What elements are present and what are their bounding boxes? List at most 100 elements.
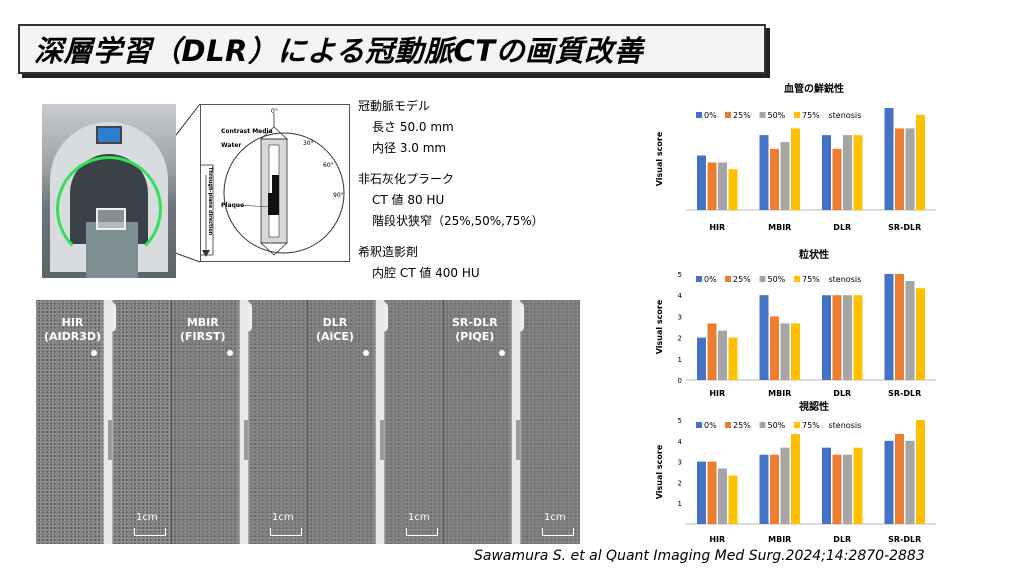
bar-MBIR-75% [791, 323, 800, 380]
y-tick-label: 1 [678, 356, 682, 364]
angle-90-label: 90° [333, 192, 344, 199]
legend-entry: 75% [802, 111, 820, 120]
legend-entry: 25% [733, 421, 751, 430]
legend-entry: 0% [704, 421, 717, 430]
bar-HIR-75% [728, 337, 738, 380]
contrast-heading: 希釈造影剤 [358, 245, 419, 259]
x-tick-label: SR-DLR [888, 223, 921, 232]
y-tick-label: 1 [678, 500, 682, 508]
legend-swatch [696, 276, 702, 282]
ct-panel: SR-DLR (PIQE) 1cm [444, 300, 580, 544]
y-tick-label: 2 [678, 335, 682, 343]
phantom-diagram: Contrast Media Water Plaque 0° 30° 60° 9… [200, 104, 350, 262]
bar-MBIR-25% [770, 316, 779, 380]
chart-visibility-svg: 視認性 Visual score 1 2 3 4 5 HIR MBIR DLR SR-DLR 0% 25… [655, 400, 936, 544]
bar-HIR-50% [718, 330, 727, 380]
chart-visibility: 視認性 Visual score 1 2 3 4 5 HIR MBIR DLR SR-DLR 0% 25… [650, 396, 940, 544]
bar-MBIR-50% [780, 323, 790, 380]
bar-HIR-50% [718, 162, 727, 210]
legend-entry: 50% [768, 275, 786, 284]
legend-entry: 50% [768, 111, 786, 120]
legend-suffix: stenosis [829, 421, 862, 430]
y-tick-label: 3 [678, 459, 682, 467]
ct-scanner-photo [42, 104, 176, 278]
y-axis-label: Visual score [655, 444, 664, 499]
x-tick-label: DLR [833, 389, 851, 398]
water-label: Water [221, 142, 241, 149]
y-tick-label: 5 [678, 417, 682, 425]
legend-swatch [696, 422, 702, 428]
bar-SR-DLR-50% [905, 128, 915, 210]
bar-SR-DLR-75% [916, 420, 925, 524]
legend-entry: 75% [802, 421, 820, 430]
chart-sharpness-svg: 血管の鮮鋭性 Visual score HIR MBIR DLR SR-DLR 0% 25% 5… [655, 82, 936, 232]
legend-swatch [759, 112, 766, 118]
x-tick-label: SR-DLR [888, 389, 921, 398]
bar-HIR-75% [728, 475, 738, 524]
legend-swatch [696, 112, 702, 118]
plaque-heading: 非石灰化プラーク [358, 172, 455, 186]
length-text: 長さ 50.0 mm [372, 120, 454, 134]
legend-swatch [759, 276, 766, 282]
legend-entry: 25% [733, 111, 751, 120]
legend-swatch [794, 422, 800, 428]
scale-bar [542, 528, 574, 536]
y-tick-label: 4 [678, 438, 683, 446]
bar-DLR-50% [843, 295, 852, 380]
direction-label: Through-plane direction [207, 167, 213, 236]
bar-SR-DLR-50% [905, 280, 915, 380]
bar-DLR-25% [832, 148, 842, 210]
bar-DLR-50% [843, 454, 852, 524]
stenosis-text: 階段状狭窄（25%,50%,75%） [372, 214, 544, 228]
bar-SR-DLR-0% [884, 274, 894, 380]
bar-DLR-75% [853, 295, 863, 380]
bar-MBIR-0% [759, 295, 769, 380]
y-tick-label: 3 [678, 313, 682, 321]
y-tick-label: 4 [678, 292, 683, 300]
ct-panel: DLR (AiCE) 1cm [308, 300, 444, 544]
chart-title: 血管の鮮鋭性 [784, 82, 844, 95]
legend-entry: 0% [704, 275, 717, 284]
y-axis-label: Visual score [655, 131, 664, 186]
chart-graininess-svg: 粒状性 Visual score 0 1 2 3 4 5 HIR MBIR DLR SR-DLR 0% 2… [655, 248, 936, 398]
bar-HIR-0% [697, 337, 706, 380]
inner-diameter-text: 内径 3.0 mm [372, 141, 447, 155]
x-tick-label: SR-DLR [888, 535, 921, 544]
bar-SR-DLR-0% [884, 108, 894, 210]
bar-MBIR-50% [780, 447, 790, 524]
bar-DLR-75% [853, 447, 863, 524]
plaque-label: Plaque [221, 202, 244, 209]
bar-DLR-0% [822, 135, 831, 210]
bar-DLR-75% [853, 135, 863, 210]
x-tick-label: MBIR [768, 535, 791, 544]
y-axis-label: Visual score [655, 299, 664, 354]
y-tick-label: 5 [678, 271, 682, 279]
bar-SR-DLR-25% [895, 274, 904, 380]
ct-panel-label: DLR (AiCE) [316, 316, 354, 343]
bar-SR-DLR-75% [916, 114, 925, 210]
bar-HIR-0% [697, 155, 706, 210]
legend-entry: 50% [768, 421, 786, 430]
ct-value-text: CT 値 80 HU [372, 193, 445, 207]
scale-bar [270, 528, 302, 536]
x-tick-label: HIR [709, 223, 725, 232]
title-box: 深層学習（DLR）による冠動脈CTの画質改善 [18, 24, 766, 74]
ct-panel: MBIR (FIRST) 1cm [172, 300, 308, 544]
x-tick-label: MBIR [768, 389, 791, 398]
scale-label: 1cm [136, 512, 158, 523]
page-title: 深層学習（DLR）による冠動脈CTの画質改善 [34, 34, 644, 68]
bar-HIR-25% [707, 323, 717, 380]
legend-swatch [794, 276, 800, 282]
ct-panel-label: MBIR (FIRST) [180, 316, 226, 343]
legend-entry: 25% [733, 275, 751, 284]
contrast-media-label: Contrast Media [221, 128, 273, 135]
bar-MBIR-75% [791, 128, 800, 210]
legend-swatch [759, 422, 766, 428]
x-tick-label: HIR [709, 535, 725, 544]
citation: Sawamura S. et al Quant Imaging Med Surg… [474, 548, 925, 564]
y-tick-label: 0 [678, 377, 682, 385]
legend-swatch [725, 112, 731, 118]
legend-entry: 0% [704, 111, 717, 120]
x-tick-label: MBIR [768, 223, 791, 232]
legend-suffix: stenosis [829, 275, 862, 284]
